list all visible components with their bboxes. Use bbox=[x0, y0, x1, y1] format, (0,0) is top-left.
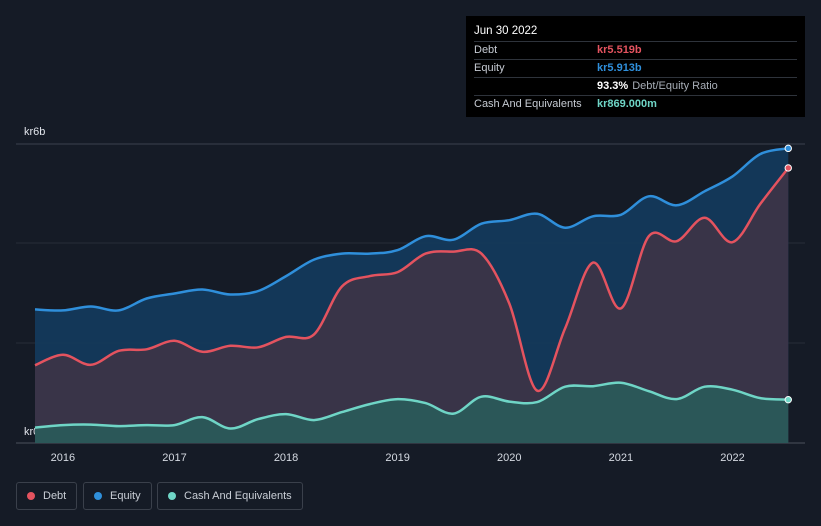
tooltip-value: kr869.000m bbox=[597, 98, 657, 110]
x-tick-label: 2018 bbox=[274, 452, 298, 464]
tooltip-suffix: Debt/Equity Ratio bbox=[632, 80, 718, 92]
tooltip-value: kr5.519b bbox=[597, 44, 642, 56]
legend-item-debt[interactable]: Debt bbox=[16, 482, 78, 510]
x-tick-label: 2020 bbox=[497, 452, 521, 464]
tooltip-date: Jun 30 2022 bbox=[474, 25, 538, 37]
tooltip-label: Debt bbox=[474, 44, 498, 56]
series-line-debt bbox=[34, 167, 790, 392]
tooltip-label: Equity bbox=[474, 62, 505, 74]
series-line-cash-and-equivalents bbox=[34, 381, 789, 430]
series-area-debt bbox=[35, 168, 789, 443]
x-tick-label: 2019 bbox=[385, 452, 409, 464]
tooltip: Jun 30 2022 Debt kr5.519b Equity kr5.913… bbox=[466, 16, 805, 117]
x-tick-label: 2022 bbox=[720, 452, 744, 464]
series-line-equity bbox=[34, 147, 789, 312]
x-tick-label: 2016 bbox=[51, 452, 75, 464]
tooltip-label bbox=[474, 78, 597, 95]
legend-dot-icon bbox=[27, 492, 35, 500]
series-end-marker-equity bbox=[784, 144, 792, 153]
x-tick-label: 2017 bbox=[162, 452, 186, 464]
series-end-markers bbox=[784, 144, 792, 404]
legend-label: Debt bbox=[43, 490, 67, 502]
tooltip-row-debt: Debt kr5.519b bbox=[474, 41, 797, 59]
series-lines bbox=[34, 147, 790, 430]
y-label-top: kr6b bbox=[24, 126, 45, 138]
series-end-marker-debt bbox=[784, 164, 792, 172]
legend-dot-icon bbox=[94, 492, 102, 500]
series-areas bbox=[35, 148, 789, 444]
legend-item-cash[interactable]: Cash And Equivalents bbox=[157, 482, 303, 510]
tooltip-value: 93.3% bbox=[597, 80, 629, 92]
tooltip-value: kr5.913b bbox=[597, 62, 642, 74]
tooltip-row-ratio: 93.3% Debt/Equity Ratio bbox=[474, 77, 797, 95]
tooltip-row-cash: Cash And Equivalents kr869.000m bbox=[474, 95, 797, 113]
tooltip-row-equity: Equity kr5.913b bbox=[474, 59, 797, 77]
series-end-marker-cash-and-equivalents bbox=[784, 395, 792, 404]
x-tick-label: 2021 bbox=[609, 452, 633, 464]
legend-item-equity[interactable]: Equity bbox=[83, 482, 152, 510]
legend-label: Equity bbox=[110, 490, 141, 502]
legend-dot-icon bbox=[168, 492, 176, 500]
legend-label: Cash And Equivalents bbox=[184, 490, 292, 502]
tooltip-label: Cash And Equivalents bbox=[474, 98, 582, 110]
x-axis-labels: 2016 2017 2018 2019 2020 2021 2022 bbox=[51, 452, 745, 464]
